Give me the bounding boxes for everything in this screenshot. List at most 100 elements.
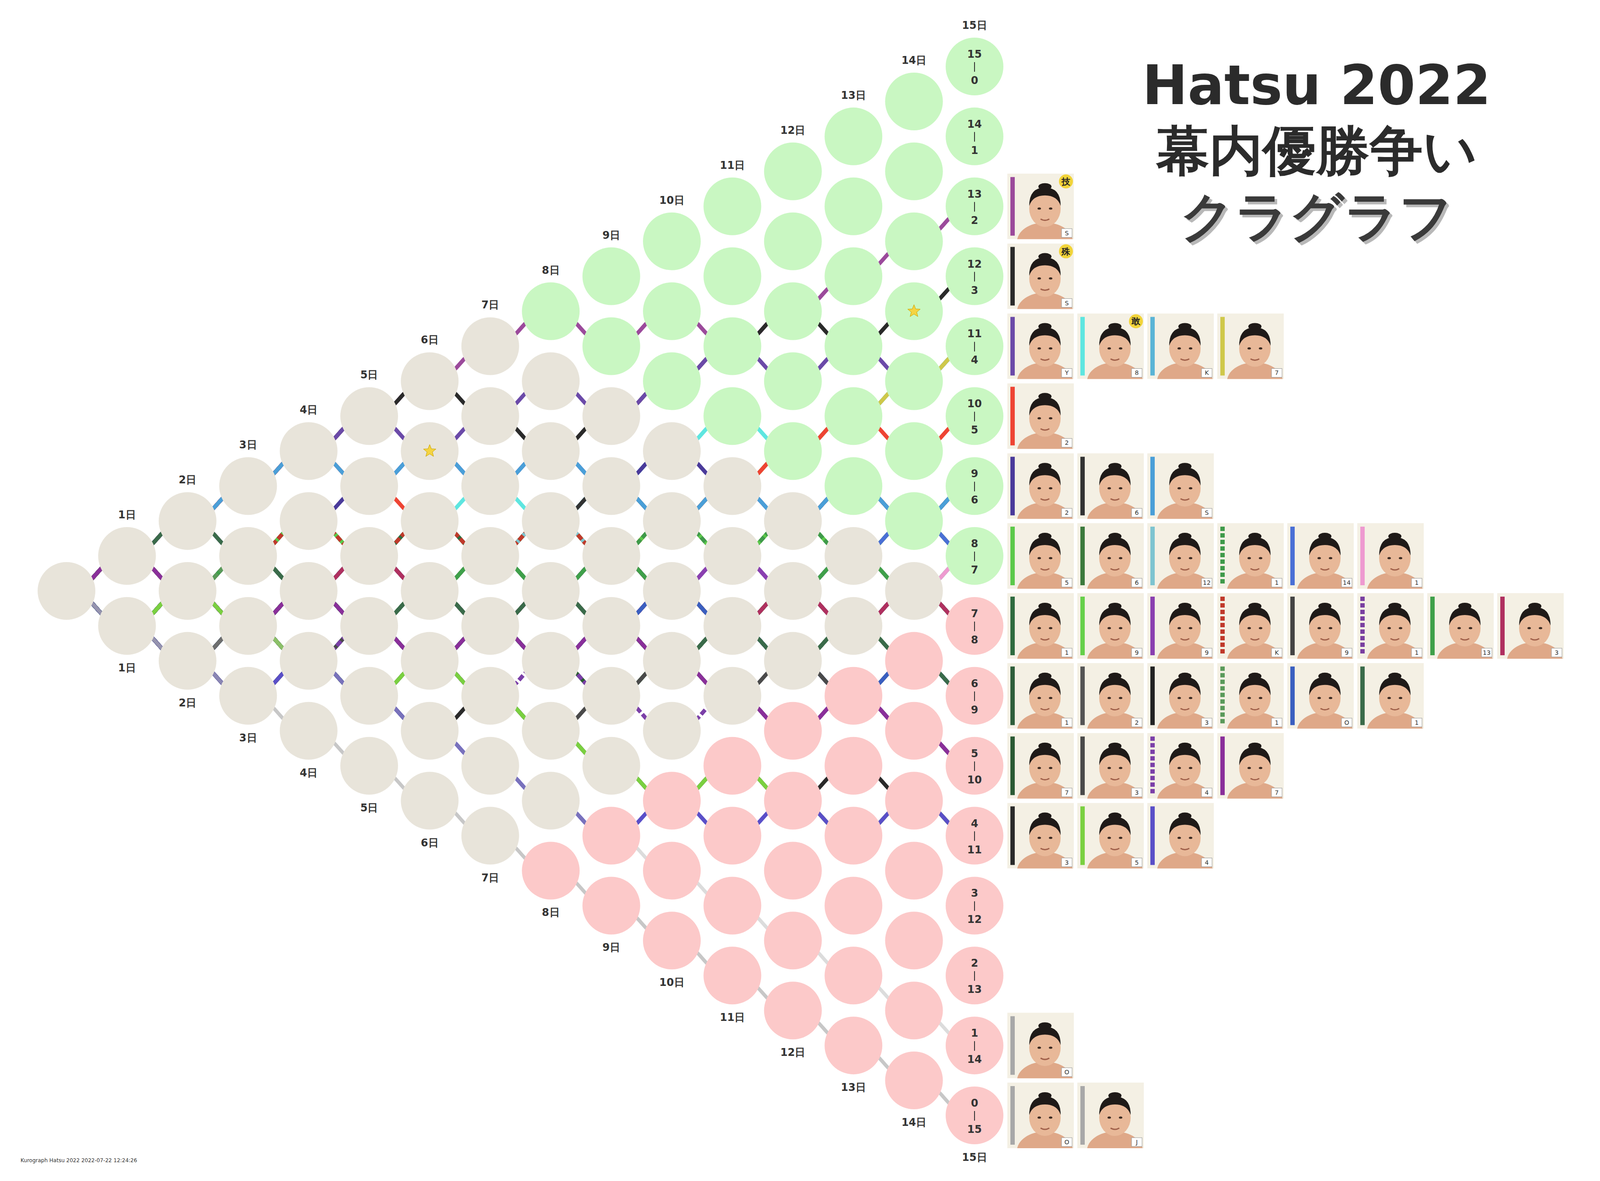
svg-text:14日: 14日 [901,54,927,67]
svg-text:1: 1 [971,1027,979,1040]
svg-text:1: 1 [1414,579,1419,587]
svg-text:9日: 9日 [602,941,621,954]
svg-text:15日: 15日 [961,1151,987,1164]
svg-text:1日: 1日 [118,508,137,521]
svg-text:殊: 殊 [1061,246,1071,257]
svg-text:S: S [1205,509,1209,517]
svg-text:2: 2 [971,214,979,227]
svg-text:10: 10 [967,773,982,787]
svg-text:4: 4 [1205,859,1209,867]
svg-text:2: 2 [1065,439,1069,447]
svg-text:13: 13 [967,188,982,201]
svg-text:6: 6 [971,677,979,690]
svg-text:11: 11 [967,327,982,340]
svg-text:3日: 3日 [239,438,258,451]
svg-text:11日: 11日 [719,1011,745,1024]
svg-text:7: 7 [1275,369,1279,377]
svg-text:8日: 8日 [541,264,560,277]
svg-text:5: 5 [971,423,979,437]
svg-text:9: 9 [1135,649,1139,657]
svg-text:9: 9 [1205,649,1209,657]
svg-text:6: 6 [1135,579,1139,587]
svg-text:1: 1 [1414,719,1419,727]
svg-text:2: 2 [1065,509,1069,517]
svg-text:1: 1 [1414,649,1419,657]
svg-text:5日: 5日 [360,368,379,381]
svg-text:O: O [1344,719,1349,727]
svg-text:13: 13 [1482,649,1491,657]
svg-text:12日: 12日 [780,1046,806,1059]
svg-text:9: 9 [971,703,979,717]
svg-text:4: 4 [971,817,979,830]
svg-text:3: 3 [1065,859,1069,867]
svg-text:15: 15 [967,48,982,61]
svg-text:3: 3 [971,887,979,900]
svg-text:7: 7 [1275,789,1279,797]
svg-text:15: 15 [967,1123,982,1136]
svg-text:11: 11 [967,843,982,856]
svg-text:1: 1 [971,144,979,157]
svg-text:7: 7 [1065,789,1069,797]
svg-text:13日: 13日 [840,1081,866,1094]
svg-text:1: 1 [1275,579,1279,587]
svg-text:4: 4 [971,353,979,367]
svg-text:1日: 1日 [118,661,137,675]
svg-text:7日: 7日 [481,871,500,884]
svg-text:6: 6 [971,493,979,507]
svg-text:K: K [1204,369,1209,377]
svg-text:9: 9 [971,467,979,480]
svg-text:7: 7 [971,563,979,577]
svg-text:12: 12 [967,913,982,926]
svg-text:0: 0 [971,1096,979,1110]
svg-text:4日: 4日 [299,766,318,780]
svg-text:12: 12 [1202,579,1211,587]
svg-text:5: 5 [1135,859,1139,867]
svg-text:5日: 5日 [360,801,379,814]
svg-text:14: 14 [1342,579,1351,587]
svg-text:技: 技 [1061,176,1071,187]
svg-text:2: 2 [1135,719,1139,727]
svg-text:14: 14 [967,118,982,131]
svg-text:12日: 12日 [780,124,806,137]
svg-text:O: O [1064,1138,1069,1146]
svg-text:0: 0 [971,74,979,87]
svg-text:3: 3 [1554,649,1559,657]
svg-text:敢: 敢 [1131,315,1141,327]
svg-text:3: 3 [1205,719,1209,727]
svg-text:15日: 15日 [961,19,987,32]
svg-text:9: 9 [1344,649,1349,657]
svg-text:S: S [1065,229,1069,237]
svg-text:8: 8 [971,633,979,647]
svg-text:8: 8 [1135,369,1139,377]
svg-text:9日: 9日 [602,229,621,242]
svg-text:1: 1 [1065,649,1069,657]
svg-text:2日: 2日 [178,473,197,486]
svg-text:8日: 8日 [541,906,560,919]
svg-text:Y: Y [1064,369,1069,377]
svg-text:4: 4 [1205,789,1209,797]
svg-text:13: 13 [967,983,982,996]
svg-text:8: 8 [971,537,979,550]
svg-text:10日: 10日 [659,194,685,207]
svg-text:11日: 11日 [719,159,745,172]
svg-text:14: 14 [967,1053,982,1066]
svg-text:7: 7 [971,607,979,620]
svg-text:4日: 4日 [299,403,318,416]
svg-text:S: S [1065,299,1069,307]
svg-text:3: 3 [971,284,979,297]
svg-text:1: 1 [1065,719,1069,727]
svg-text:10: 10 [967,397,982,410]
svg-text:6日: 6日 [420,836,439,849]
svg-text:5: 5 [971,747,979,760]
svg-text:10日: 10日 [659,976,685,989]
svg-text:7日: 7日 [481,298,500,311]
svg-text:13日: 13日 [840,89,866,102]
svg-text:3: 3 [1135,789,1139,797]
svg-text:3日: 3日 [239,731,258,745]
svg-text:6: 6 [1135,509,1139,517]
svg-text:1: 1 [1275,719,1279,727]
svg-text:14日: 14日 [901,1116,927,1129]
svg-text:K: K [1274,649,1279,657]
svg-text:J: J [1135,1138,1138,1146]
svg-text:12: 12 [967,258,982,271]
